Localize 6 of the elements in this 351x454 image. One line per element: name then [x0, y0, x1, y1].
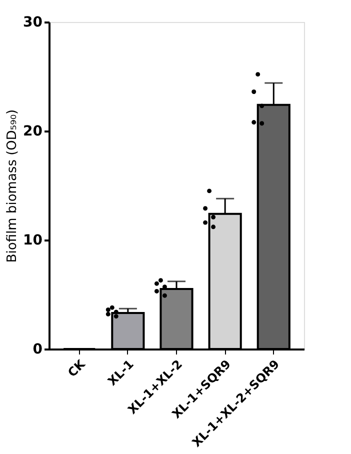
y-tick-label: 20	[23, 124, 43, 140]
y-tick-label: 30	[23, 14, 43, 30]
y-tick-label: 0	[32, 342, 43, 358]
y-axis-title: Biofilm biomass (OD₅₉₀)	[5, 109, 20, 263]
x-tick-label: CK	[65, 356, 88, 380]
y-tick-label: 10	[23, 232, 43, 248]
